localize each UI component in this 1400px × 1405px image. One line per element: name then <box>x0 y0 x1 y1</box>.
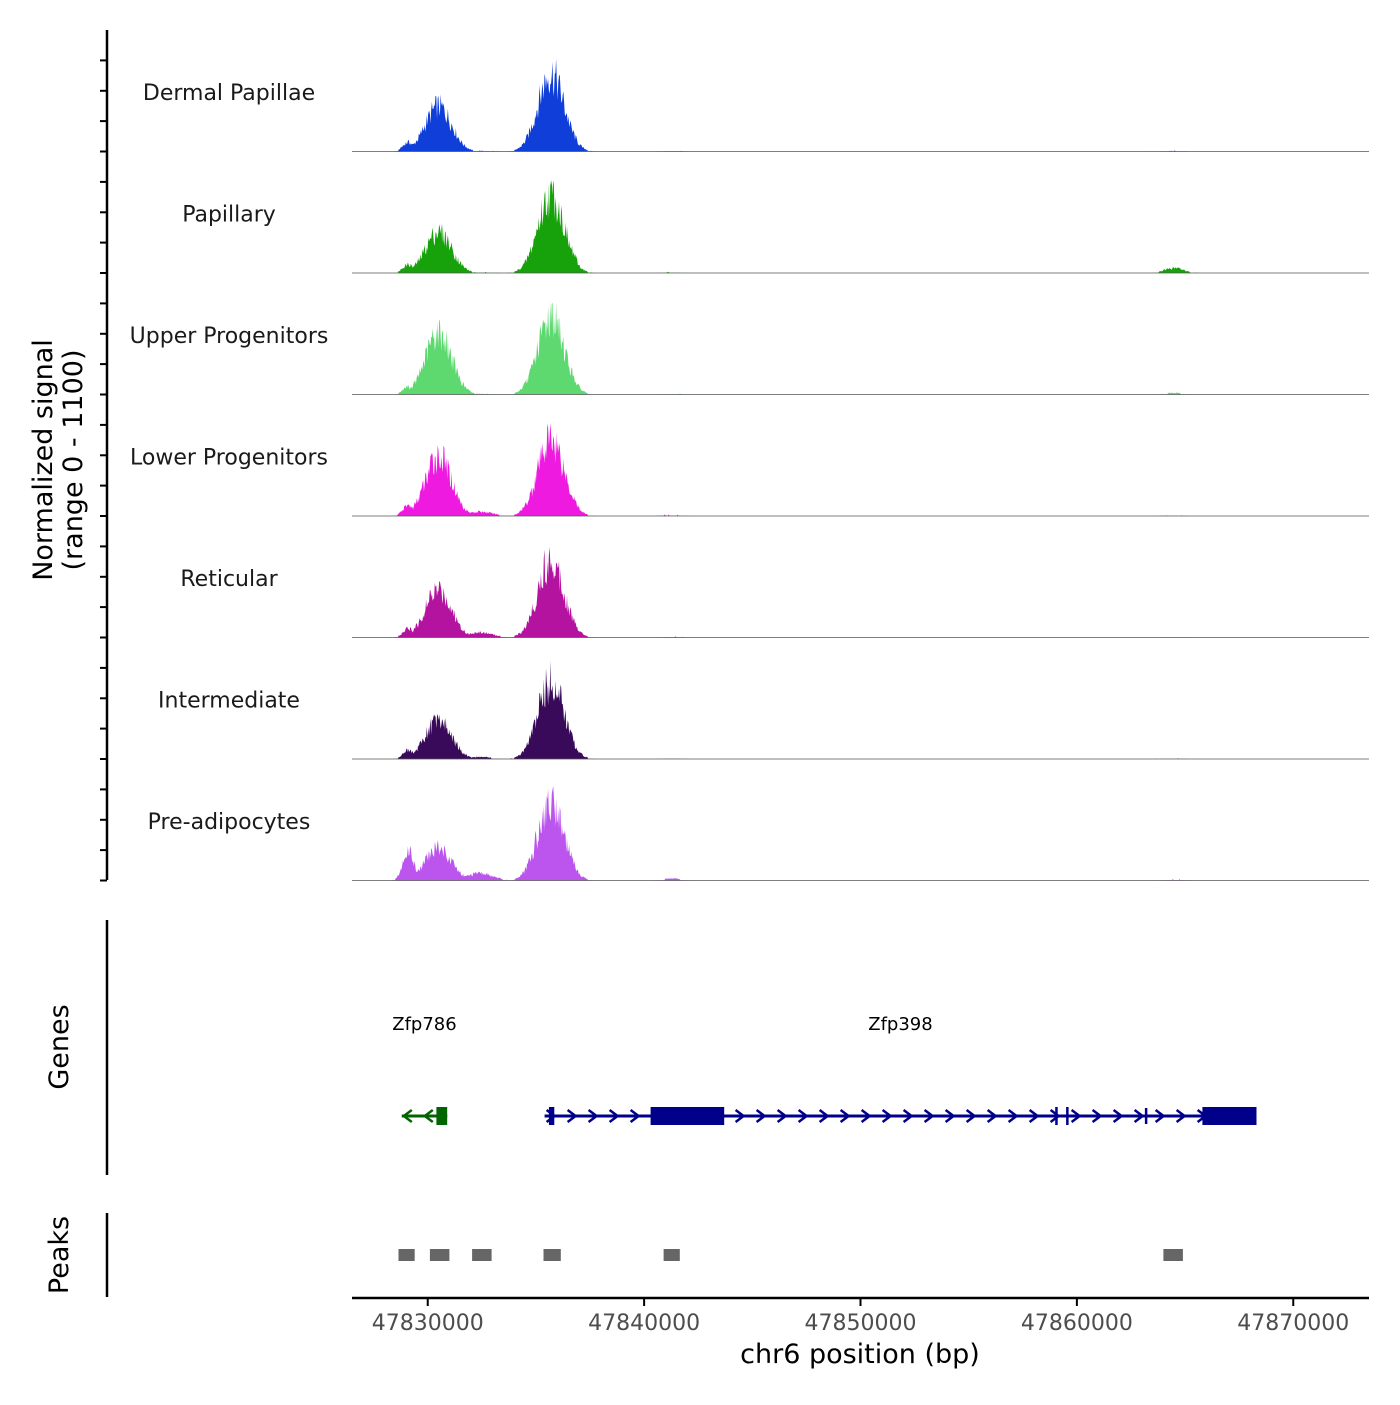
genes-track-label: Genes <box>44 1004 75 1089</box>
strand-arrow <box>923 1109 935 1123</box>
strand-arrow <box>1070 1109 1082 1123</box>
track-label: Papillary <box>182 203 276 228</box>
strand-arrow <box>401 1109 413 1123</box>
strand-arrow <box>1091 1109 1103 1123</box>
gene-label: Zfp786 <box>392 1014 456 1035</box>
exon-box <box>1066 1107 1069 1125</box>
strand-arrow <box>797 1109 809 1123</box>
exon-box <box>548 1107 555 1125</box>
coverage-tracks: Dermal Papillae Papillary Upper Progenitor… <box>130 59 1369 881</box>
x-ticks: 47830000 47840000 47850000 47860000 47870000 <box>372 1298 1349 1336</box>
peak-box <box>429 1249 450 1261</box>
strand-arrow <box>608 1109 620 1123</box>
coverage-track-1: Dermal Papillae <box>143 59 1369 152</box>
coverage-area <box>352 546 1369 638</box>
peak-box <box>663 1249 680 1261</box>
peak-box <box>472 1249 492 1261</box>
strand-arrow <box>881 1109 893 1123</box>
genes-track: Genes Zfp786 Zfp398 <box>44 920 1257 1175</box>
exon-box <box>650 1107 725 1125</box>
track-label: Intermediate <box>158 689 300 714</box>
x-tick-label: 47860000 <box>1021 1311 1133 1336</box>
gene-label: Zfp398 <box>868 1014 932 1035</box>
strand-arrow <box>1112 1109 1124 1123</box>
coverage-area <box>352 179 1369 273</box>
strand-arrow <box>818 1109 830 1123</box>
strand-arrow <box>1049 1109 1061 1123</box>
coverage-track-7: Pre-adipocytes <box>148 785 1369 881</box>
peaks-track: Peaks <box>44 1213 1183 1297</box>
strand-arrow <box>839 1109 851 1123</box>
x-tick-label: 47870000 <box>1237 1311 1349 1336</box>
strand-arrow <box>1133 1109 1145 1123</box>
strand-arrow <box>755 1109 767 1123</box>
peak-box <box>398 1249 415 1261</box>
peak-box <box>1163 1249 1183 1261</box>
x-tick-label: 47840000 <box>588 1311 700 1336</box>
peaks-track-label: Peaks <box>44 1216 75 1294</box>
strand-arrow <box>986 1109 998 1123</box>
track-label: Pre-adipocytes <box>148 810 311 835</box>
coverage-y-axis <box>100 30 109 882</box>
track-label: Lower Progenitors <box>130 446 328 471</box>
exon-box <box>436 1107 448 1125</box>
track-label: Reticular <box>180 567 278 592</box>
track-label: Upper Progenitors <box>130 324 329 349</box>
coverage-area <box>352 59 1369 152</box>
coverage-track-6: Intermediate <box>158 660 1369 760</box>
coverage-track-2: Papillary <box>182 179 1369 274</box>
strand-arrow <box>776 1109 788 1123</box>
exon-box <box>1055 1107 1058 1125</box>
strand-arrow <box>1175 1109 1187 1123</box>
x-axis-title: chr6 position (bp) <box>740 1339 980 1370</box>
strand-arrow <box>422 1109 434 1123</box>
x-tick-label: 47830000 <box>372 1311 484 1336</box>
peak-boxes <box>398 1249 1183 1261</box>
strand-arrow <box>1028 1109 1040 1123</box>
exon-box <box>1202 1107 1257 1125</box>
y-axis-title-line1: Normalized signal <box>28 339 59 581</box>
track-label: Dermal Papillae <box>143 81 315 106</box>
strand-arrow <box>965 1109 977 1123</box>
strand-arrow <box>629 1109 641 1123</box>
gene-zfp786: Zfp786 <box>392 1014 457 1125</box>
strand-arrow <box>902 1109 914 1123</box>
strand-arrow <box>1154 1109 1166 1123</box>
peak-box <box>543 1249 561 1261</box>
coverage-area <box>352 301 1369 395</box>
coverage-area <box>352 785 1369 881</box>
x-tick-label: 47850000 <box>805 1311 917 1336</box>
y-axis-title-line2: (range 0 - 1100) <box>58 350 89 571</box>
coverage-track-3: Upper Progenitors <box>130 301 1369 395</box>
coverage-track-4: Lower Progenitors <box>130 422 1369 517</box>
coverage-area <box>352 660 1369 759</box>
gene-zfp398: Zfp398 <box>544 1014 1257 1125</box>
gene-models: Zfp786 Zfp398 <box>392 1014 1257 1125</box>
strand-arrow <box>1007 1109 1019 1123</box>
coverage-area <box>352 422 1369 516</box>
x-axis: 47830000 47840000 47850000 47860000 47870000… <box>352 1296 1369 1370</box>
strand-arrow <box>734 1109 746 1123</box>
strand-arrow <box>587 1109 599 1123</box>
strand-arrow <box>860 1109 872 1123</box>
coverage-y-ticks <box>100 59 107 882</box>
strand-arrow <box>566 1109 578 1123</box>
coverage-track-5: Reticular <box>180 546 1369 638</box>
strand-arrow <box>944 1109 956 1123</box>
